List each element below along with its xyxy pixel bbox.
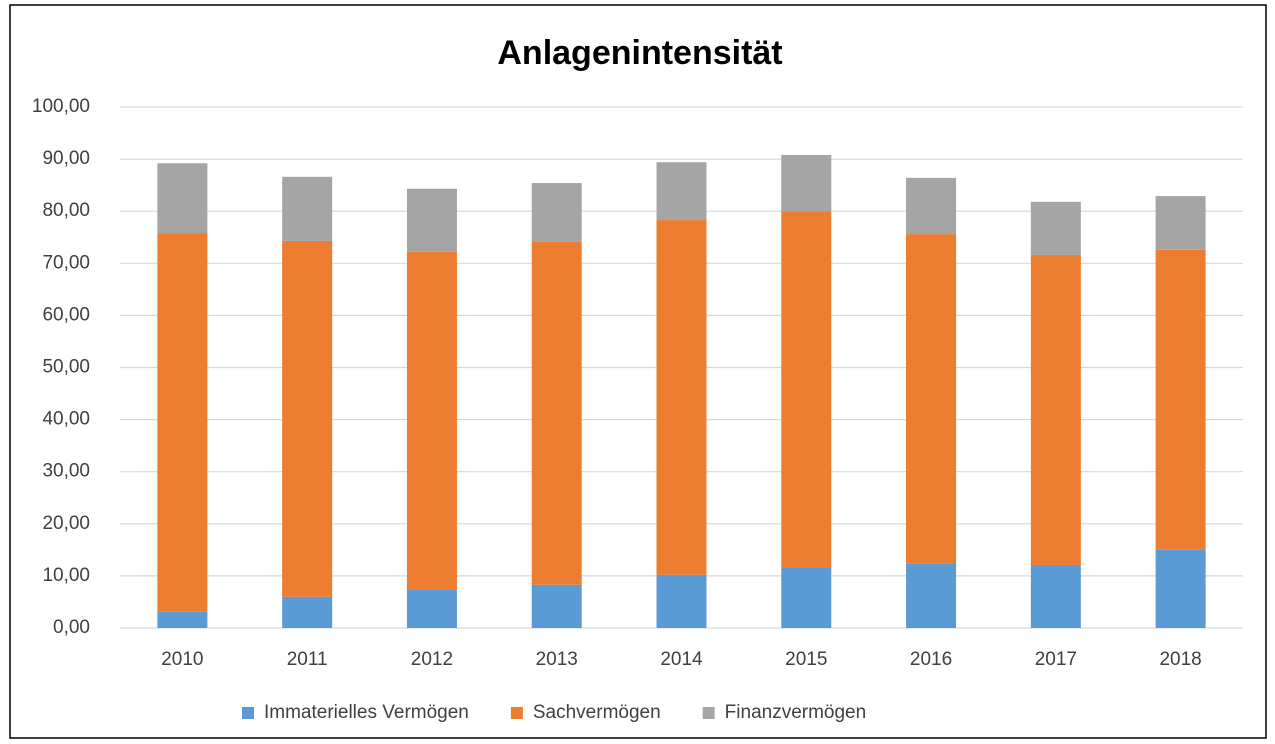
bar-segment — [282, 240, 333, 597]
bar-segment — [406, 251, 457, 590]
chart-title: Anlagenintensität — [497, 34, 782, 72]
x-tick-label: 2018 — [1159, 649, 1201, 670]
bar-segment — [906, 563, 957, 628]
bar-segment — [1030, 254, 1081, 565]
legend-swatch — [510, 707, 523, 719]
x-tick-label: 2010 — [161, 649, 203, 670]
legend-swatch — [702, 707, 715, 719]
legend-label: Finanzvermögen — [725, 702, 867, 723]
bar-segment — [282, 176, 333, 241]
y-tick-label: 70,00 — [42, 252, 90, 273]
x-tick-label: 2013 — [536, 649, 578, 670]
y-tick-label: 50,00 — [42, 357, 90, 378]
bar-segment — [781, 567, 832, 628]
y-tick-label: 80,00 — [42, 200, 90, 221]
y-tick-label: 10,00 — [42, 565, 90, 586]
legend-label: Immaterielles Vermögen — [264, 702, 469, 723]
y-tick-label: 30,00 — [42, 461, 90, 482]
bar-segment — [157, 233, 208, 612]
x-tick-label: 2012 — [411, 649, 453, 670]
legend-label: Sachvermögen — [533, 702, 661, 723]
bar-segment — [656, 162, 707, 221]
bar-segment — [1155, 249, 1206, 550]
bar-segment — [906, 177, 957, 235]
bar-segment — [656, 574, 707, 628]
bar-segment — [1030, 564, 1081, 628]
y-tick-label: 100,00 — [32, 96, 90, 117]
bar-segment — [656, 220, 707, 575]
bar-segment — [406, 589, 457, 628]
bar-segment — [781, 211, 832, 568]
bar-segment — [781, 154, 832, 212]
x-tick-label: 2014 — [660, 649, 703, 670]
x-tick-label: 2016 — [910, 649, 952, 670]
bar-segment — [1155, 196, 1206, 250]
bar-segment — [157, 611, 208, 628]
x-tick-label: 2015 — [785, 649, 827, 670]
bar-segment — [157, 163, 208, 234]
bar-segment — [531, 183, 582, 242]
bar-segment — [531, 241, 582, 585]
bar-segment — [406, 188, 457, 252]
y-tick-label: 40,00 — [42, 409, 90, 430]
y-tick-label: 20,00 — [42, 513, 90, 534]
bar-segment — [1030, 201, 1081, 255]
legend-swatch — [242, 707, 254, 719]
y-tick-label: 90,00 — [42, 148, 90, 169]
bar-segment — [282, 596, 333, 628]
y-tick-label: 0,00 — [53, 617, 90, 638]
y-tick-label: 60,00 — [42, 304, 90, 325]
x-tick-label: 2011 — [287, 649, 328, 670]
bar-segment — [531, 584, 582, 628]
bar-segment — [1155, 549, 1206, 628]
x-tick-label: 2017 — [1035, 649, 1077, 670]
bar-segment — [906, 234, 957, 564]
